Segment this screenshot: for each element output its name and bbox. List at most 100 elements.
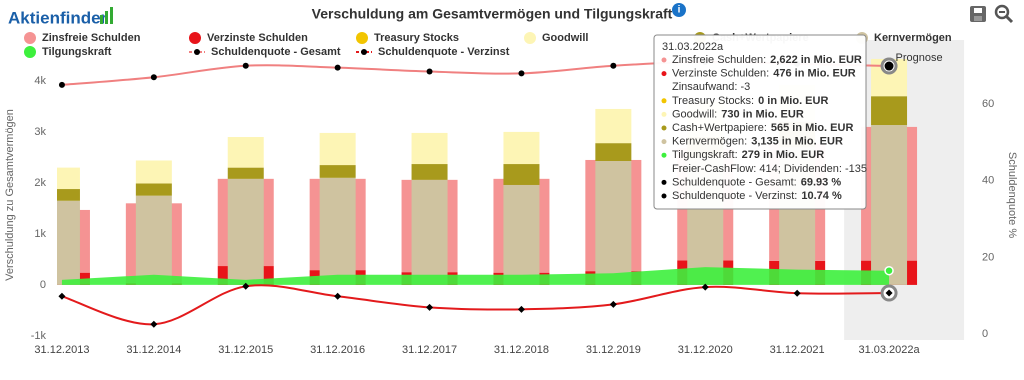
marker [793,289,801,297]
tooltip-line: Cash+Wertpapiere: 565 in Mio. EUR [672,122,853,134]
annotation: Prognose [896,52,943,64]
bar-segment [411,164,448,180]
logo-text: Aktienfinder [8,8,108,27]
y-tick-label: -1k [31,330,47,342]
tooltip-label: Cash+Wertpapiere: [672,122,767,134]
x-tick-label: 31.12.2019 [586,344,641,356]
tooltip-value: 279 in Mio. EUR [742,149,825,161]
bar-segment [871,125,908,285]
bar-segment [871,96,908,126]
legend-label: Tilgungskraft [42,46,112,58]
svg-text:i: i [678,5,681,16]
legend-marker [24,32,36,44]
bar-segment [595,160,632,285]
legend-item[interactable]: Verzinste Schulden [189,32,308,44]
bar-segment [503,164,540,185]
bar-segment [227,137,264,168]
x-tick-label: 31.12.2021 [770,344,825,356]
tooltip-value: 0 in Mio. EUR [758,95,828,107]
marker [242,282,250,290]
chart-title: Verschuldung am Gesamtvermögen und Tilgu… [312,6,673,22]
save-icon[interactable] [970,6,986,22]
info-icon[interactable]: i [672,3,686,17]
bar-segment [227,167,264,179]
y-tick-label: 0 [40,279,46,291]
bar-segment [319,177,356,285]
marker [885,289,893,297]
tooltip-label: Zinsaufwand: -3 [672,81,750,93]
tooltip-bullet [661,152,667,158]
marker [150,320,158,328]
bar-segment [57,189,80,201]
tooltip-label: Treasury Stocks: [672,95,754,107]
tooltip-line: Zinsfreie Schulden: 2,622 in Mio. EUR [672,54,862,66]
legend-marker [524,32,536,44]
y-tick-label: 1k [34,228,46,240]
line [61,284,890,326]
tooltip-label: Schuldenquote - Gesamt: [672,176,797,188]
bar-segment [319,132,356,166]
tooltip-label: Schuldenquote - Verzinst: [672,190,797,202]
legend-label: Schuldenquote - Verzinst [378,46,510,58]
legend-item[interactable]: Tilgungskraft [24,46,112,58]
marker [150,74,157,81]
tooltip-value: 3,135 in Mio. EUR [751,136,843,148]
axes: Prognose -1k 0 1k 2k 3k 4k 0 20 40 60 31.12.2013 31.… [31,52,995,356]
legend-marker [24,46,36,58]
tooltip-box [653,34,867,210]
legend-marker [194,49,200,55]
tooltip-bullet [661,179,667,185]
bar-segment [411,132,448,165]
x-tick-label: 31.12.2017 [402,344,457,356]
tooltip-value: 565 in Mio. EUR [771,122,854,134]
marker [334,64,341,71]
tooltip-line: Schuldenquote - Verzinst: 10.74 % [672,190,842,202]
legend-item[interactable]: Goodwill [524,32,588,44]
marker [884,61,894,71]
legend-marker [356,32,368,44]
x-tick-label: 31.03.2022a [858,344,920,356]
legend-label: Verzinste Schulden [207,32,308,44]
y2-tick-label: 0 [982,328,988,340]
hover-marker [884,265,894,276]
legend-item[interactable]: Zinsfreie Schulden [24,32,141,44]
legend-item[interactable]: Schuldenquote - Gesamt [189,46,341,58]
tooltip-bullet [661,111,667,117]
y2-axis-label: Schuldenquote % [1006,152,1018,238]
x-tick-label: 31.12.2020 [678,344,733,356]
bar-segment [135,195,172,285]
x-tick-label: 31.12.2018 [494,344,549,356]
bar-segment [135,160,172,184]
marker [334,292,342,300]
bar-segment [227,178,264,285]
zoom-icon[interactable] [994,4,1014,24]
logo[interactable]: Aktienfinder [8,7,113,27]
legend-item[interactable]: Schuldenquote - Verzinst [356,46,510,58]
tooltip-line: Zinsaufwand: -3 [672,81,750,93]
tooltip-date: 31.03.2022a [662,41,724,53]
x-tick-label: 31.12.2016 [310,344,365,356]
tooltip-label: Kernvermögen: [672,136,747,148]
tooltip-line: Treasury Stocks: 0 in Mio. EUR [672,95,828,107]
x-tick-label: 31.12.2014 [126,344,181,356]
tooltip-line: Kernvermögen: 3,135 in Mio. EUR [672,136,843,148]
bar-segment [319,165,356,178]
marker [517,305,525,313]
bar-segment [411,179,448,285]
tooltip-bullet [661,98,667,104]
tooltip-label: Verzinste Schulden: [672,68,769,80]
legend-label: Schuldenquote - Gesamt [211,46,341,58]
area [61,267,890,285]
legend-label: Kernvermögen [874,32,952,44]
x-tick-label: 31.12.2013 [34,344,89,356]
legend-item[interactable]: Treasury Stocks [356,32,459,44]
marker [701,283,709,291]
bar-segment [503,184,540,285]
x-tick-label: 31.12.2015 [218,344,273,356]
marker [426,303,434,311]
y-tick-label: 2k [34,177,46,189]
bar-segment [595,108,632,144]
bar-segment [57,200,80,285]
bar-segment [595,143,632,161]
